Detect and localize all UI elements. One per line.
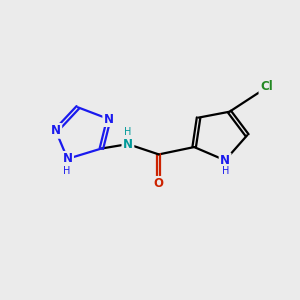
Text: O: O	[154, 177, 164, 190]
Text: H: H	[124, 127, 132, 137]
Text: N: N	[220, 154, 230, 167]
Text: N: N	[63, 152, 73, 165]
Text: H: H	[222, 167, 230, 176]
Text: N: N	[51, 124, 61, 137]
Text: Cl: Cl	[260, 80, 273, 93]
Text: N: N	[104, 112, 114, 126]
Text: N: N	[123, 138, 133, 151]
Text: H: H	[63, 166, 71, 176]
